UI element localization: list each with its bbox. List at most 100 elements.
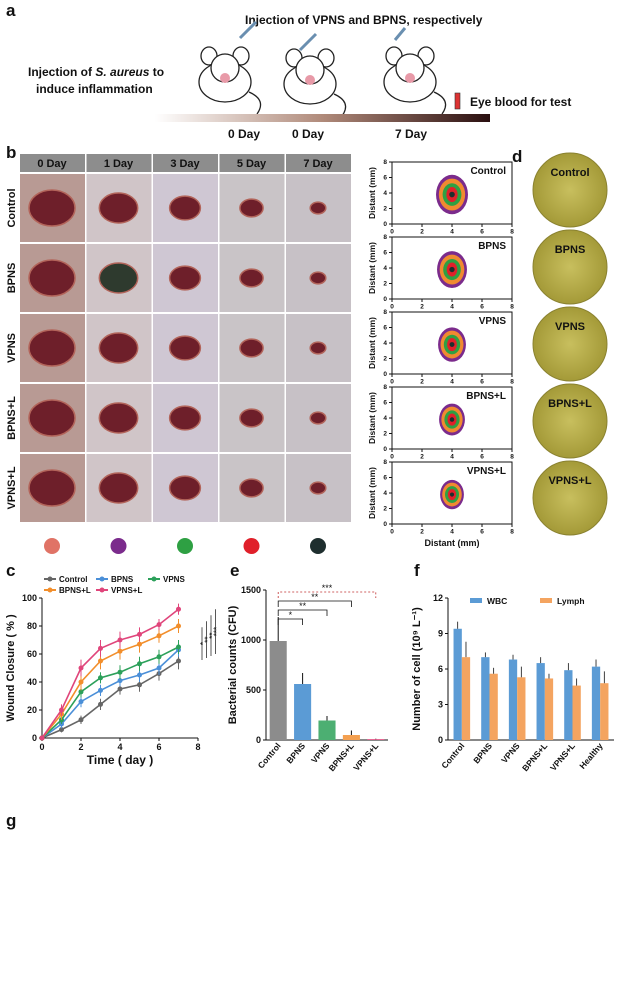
data-point (156, 622, 162, 628)
data-point (98, 687, 103, 693)
agar-plate (532, 460, 608, 536)
data-point (137, 631, 142, 637)
legend-dot (177, 538, 193, 554)
plate-label: BPNS+L (548, 398, 592, 410)
y-tick-label: 4 (383, 490, 387, 497)
y-tick-label: 6 (383, 325, 387, 332)
legend-label: WBC (487, 596, 507, 606)
column-header: 3 Day (170, 158, 200, 170)
bar (564, 670, 573, 740)
plot-title: BPNS+L (466, 391, 506, 402)
x-tick-label: 4 (117, 742, 122, 752)
y-axis-label: Distant (mm) (367, 392, 377, 444)
data-point (156, 654, 162, 660)
panel-label: c (6, 561, 15, 580)
x-tick-label: 8 (510, 529, 514, 536)
legend-dot (243, 538, 260, 554)
x-tick-label: Healthy (577, 741, 605, 771)
data-point (137, 682, 142, 688)
y-tick-label: 1500 (241, 585, 261, 595)
wound-spot (220, 73, 230, 83)
y-axis-label: Number of cell (10⁹ L⁻¹) (411, 607, 423, 731)
legend-swatch (470, 598, 482, 603)
data-point (78, 665, 84, 671)
y-tick-label: 3 (438, 700, 443, 710)
column-header-bg (153, 154, 218, 172)
y-tick-label: 6 (438, 664, 443, 674)
x-tick-label: 2 (420, 529, 424, 536)
data-point (156, 665, 162, 671)
panel-label: g (6, 811, 16, 830)
bar (318, 720, 336, 740)
wound (28, 189, 76, 227)
x-tick-label: Control (256, 741, 283, 771)
significance-label: ** (299, 601, 307, 611)
schematic-title: Injection of VPNS and BPNS, respectively (245, 13, 483, 27)
wound (309, 411, 327, 425)
y-tick-label: 2 (383, 356, 387, 363)
wound (28, 399, 76, 437)
mouse-illustrations (198, 20, 461, 117)
legend-label: VPNS+L (111, 586, 142, 595)
column-header-bg (86, 154, 152, 172)
data-point (117, 686, 123, 692)
wound (168, 335, 202, 361)
legend-marker (47, 576, 53, 582)
data-point (117, 678, 123, 684)
y-tick-label: 0 (383, 371, 387, 378)
plot-title: BPNS (478, 241, 506, 252)
bar (517, 677, 526, 740)
bar (508, 659, 518, 740)
y-tick-label: 4 (383, 340, 387, 347)
data-point (98, 701, 103, 707)
y-axis-label: Distant (mm) (367, 242, 377, 294)
wound (98, 402, 139, 434)
mouse-tail (333, 93, 347, 117)
legend-dot (310, 538, 326, 554)
wound (168, 265, 202, 291)
plate-label: VPNS+L (548, 475, 591, 487)
timeline-label: 0 Day (292, 127, 324, 141)
data-point (176, 644, 181, 650)
bar (294, 684, 312, 740)
x-tick-label: 6 (480, 454, 484, 461)
y-axis-label: Distant (mm) (367, 467, 377, 519)
syringe (238, 20, 407, 52)
agar-plate (532, 229, 608, 305)
column-header: 5 Day (237, 158, 267, 170)
wound (309, 271, 327, 285)
series-line (41, 625, 179, 739)
data-point (78, 699, 84, 705)
text-part: to (153, 65, 164, 79)
y-tick-label: 8 (383, 234, 387, 241)
bar (269, 641, 287, 740)
data-point (98, 675, 103, 681)
y-tick-label: 0 (32, 733, 37, 743)
legend-label: BPNS+L (59, 586, 91, 595)
legend-dot (110, 538, 127, 554)
x-tick-label: VPNS (309, 741, 332, 765)
significance-label: *** (322, 583, 333, 593)
wound (239, 338, 264, 358)
data-point (117, 637, 123, 643)
bacterial-plates: Control BPNS VPNS BPNS+L VPNS+L (532, 152, 608, 536)
text-part: Injection of (28, 65, 93, 79)
data-point (78, 717, 84, 723)
x-axis-label: Distant (mm) (424, 538, 479, 548)
x-tick-label: 8 (510, 304, 514, 311)
y-tick-label: 80 (27, 621, 37, 631)
panel-label: a (6, 1, 16, 20)
wound (309, 341, 327, 355)
data-point (59, 707, 64, 713)
contour-blob (449, 342, 455, 348)
bar (591, 666, 601, 740)
y-tick-label: 12 (433, 593, 443, 603)
wound (309, 481, 327, 495)
x-tick-label: BPNS+L (520, 741, 549, 773)
y-tick-label: 6 (383, 250, 387, 257)
row-label: BPNS (6, 263, 18, 294)
x-tick-label: 8 (510, 229, 514, 236)
legend-dot (44, 538, 60, 554)
data-point (98, 658, 103, 664)
